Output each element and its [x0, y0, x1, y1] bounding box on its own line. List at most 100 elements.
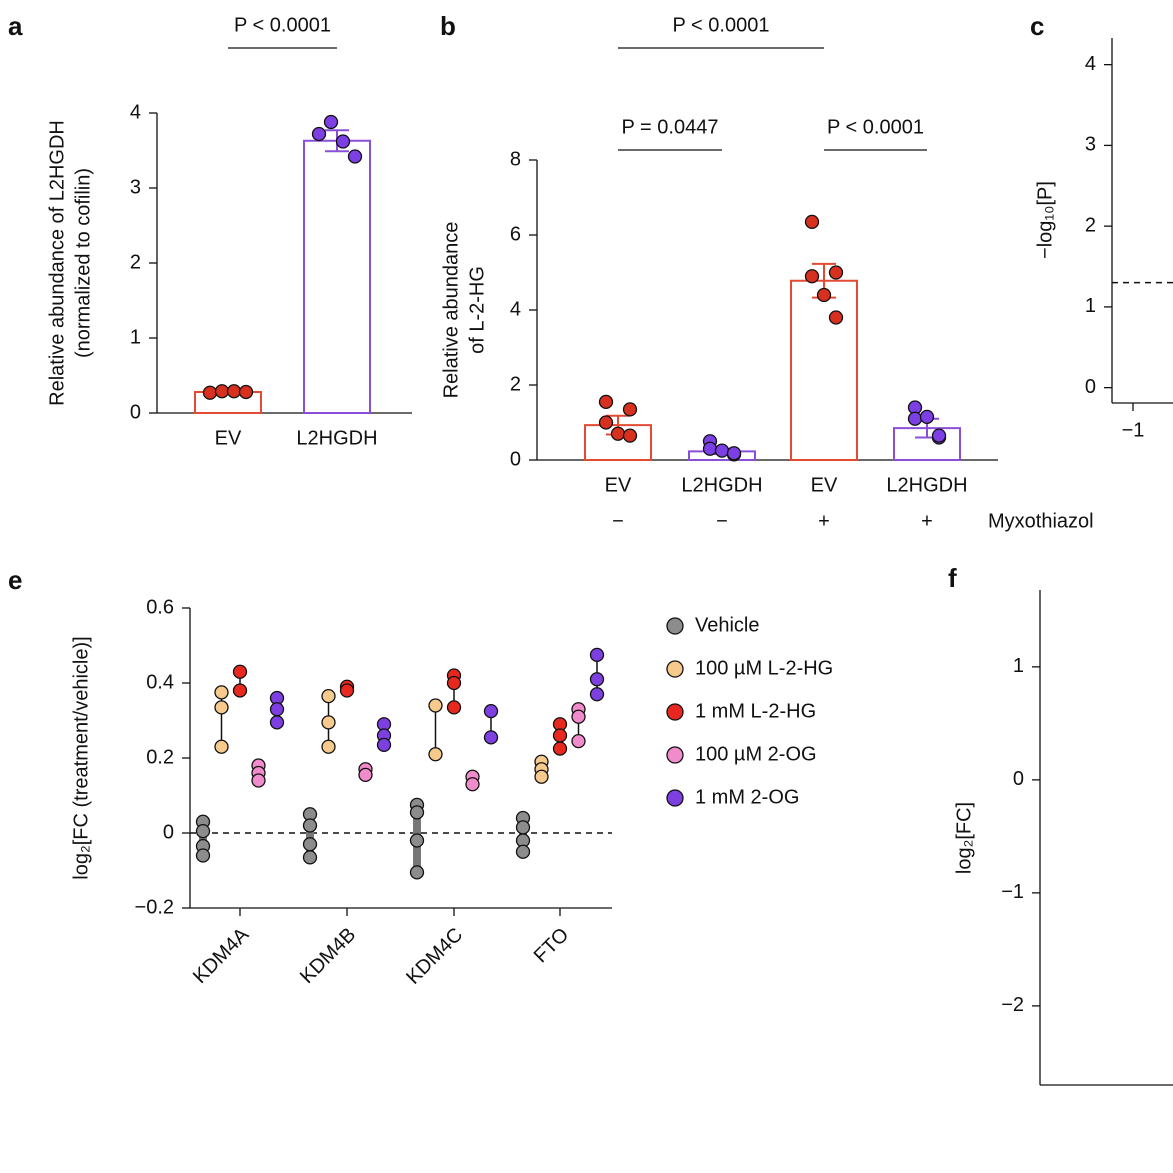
y-tick-label: 0.4	[146, 671, 174, 693]
data-point	[571, 733, 586, 749]
data-point	[598, 415, 614, 430]
p-value: P < 0.0001	[673, 14, 770, 36]
x-tick-label: L2HGDH	[681, 474, 762, 496]
data-point	[552, 741, 568, 756]
x-tick-label: EV	[811, 474, 838, 496]
data-point	[483, 730, 499, 745]
y-axis-label: log₂[FC (treatment/vehicle)]	[70, 636, 92, 879]
y-tick-label: 1	[130, 326, 141, 348]
data-point	[622, 428, 638, 443]
data-point	[589, 672, 605, 687]
y-tick-label: 0	[130, 401, 141, 423]
y-axis-label: of L-2-HG	[466, 266, 488, 354]
x-tick-label: L2HGDH	[296, 427, 377, 449]
data-point	[515, 820, 531, 835]
data-point	[828, 265, 844, 280]
data-point	[428, 698, 443, 713]
y-tick-label: 4	[510, 298, 521, 320]
data-point	[321, 688, 336, 704]
data-point	[335, 134, 351, 149]
data-point	[269, 715, 285, 730]
data-point	[339, 683, 355, 698]
bar	[303, 139, 371, 414]
x-tick-label: −1	[1122, 419, 1145, 441]
data-point	[195, 823, 211, 839]
data-point	[202, 385, 218, 400]
y-tick-label: 2	[130, 251, 141, 273]
panel-letter: e	[8, 565, 22, 595]
y-axis-label: −log₁₀[P]	[1034, 181, 1056, 259]
y-axis-label: log₂[FC]	[953, 802, 975, 874]
data-point	[804, 269, 820, 284]
x-tick-label: EV	[605, 474, 632, 496]
y-tick-label: 1	[1085, 295, 1096, 317]
data-point	[622, 402, 638, 417]
legend-marker	[666, 789, 684, 807]
data-point	[321, 715, 336, 730]
data-point	[804, 214, 820, 230]
y-tick-label: 0	[510, 448, 521, 470]
data-point	[598, 394, 614, 410]
y-tick-label: 8	[510, 148, 521, 170]
data-point	[571, 709, 586, 724]
legend-label: 100 µM 2-OG	[695, 743, 817, 765]
data-point	[552, 728, 568, 743]
data-point	[409, 865, 425, 880]
data-point	[195, 848, 211, 863]
panel-letter: f	[948, 563, 957, 593]
data-point	[931, 428, 947, 443]
data-point	[226, 384, 242, 399]
y-tick-label: 0	[1013, 768, 1024, 790]
data-point	[232, 664, 248, 679]
data-point	[714, 443, 730, 458]
x-tick-label: KDM4B	[296, 924, 360, 988]
y-tick-label: 3	[130, 176, 141, 198]
data-point	[483, 703, 499, 719]
treatment-sign: +	[921, 510, 933, 532]
data-point	[589, 647, 605, 663]
data-point	[376, 737, 392, 753]
y-tick-label: 0	[1085, 376, 1096, 398]
data-point	[311, 126, 327, 142]
panel-letter: b	[440, 11, 456, 41]
treatment-sign: −	[716, 510, 728, 532]
y-tick-label: −0.2	[135, 896, 174, 918]
treatment-sign: +	[818, 510, 830, 532]
data-point	[302, 850, 318, 865]
data-point	[515, 844, 531, 859]
data-point	[323, 114, 339, 130]
x-tick-label: FTO	[530, 924, 574, 968]
legend-marker	[666, 660, 684, 678]
data-point	[302, 837, 318, 852]
x-tick-label: KDM4C	[402, 924, 467, 989]
y-axis-label: (normalized to cofilin)	[72, 168, 94, 358]
legend-label: 100 µM L-2-HG	[695, 657, 833, 679]
y-tick-label: 0.6	[146, 596, 174, 618]
y-tick-label: −1	[1001, 881, 1024, 903]
data-point	[907, 411, 923, 426]
data-point	[726, 446, 742, 461]
y-tick-label: −2	[1001, 994, 1024, 1016]
data-point	[214, 384, 230, 399]
legend-marker	[666, 617, 684, 635]
x-tick-label: EV	[215, 427, 242, 449]
data-point	[214, 685, 229, 700]
y-tick-label: 1	[1013, 655, 1024, 677]
data-point	[816, 287, 832, 303]
p-value: P = 0.0447	[622, 116, 719, 138]
data-point	[428, 747, 443, 762]
y-tick-label: 3	[1085, 134, 1096, 156]
panel-letter: c	[1030, 11, 1044, 41]
y-tick-label: 0	[163, 821, 174, 843]
data-point	[465, 777, 480, 792]
data-point	[409, 805, 425, 820]
y-axis-label: Relative abundance	[440, 222, 462, 399]
data-point	[828, 310, 844, 325]
y-tick-label: 2	[510, 373, 521, 395]
treatment-label: Myxothiazol	[988, 510, 1094, 532]
data-point	[702, 441, 718, 456]
data-point	[446, 675, 462, 691]
data-point	[446, 700, 462, 715]
legend-label: Vehicle	[695, 614, 760, 636]
x-tick-label: L2HGDH	[886, 474, 967, 496]
